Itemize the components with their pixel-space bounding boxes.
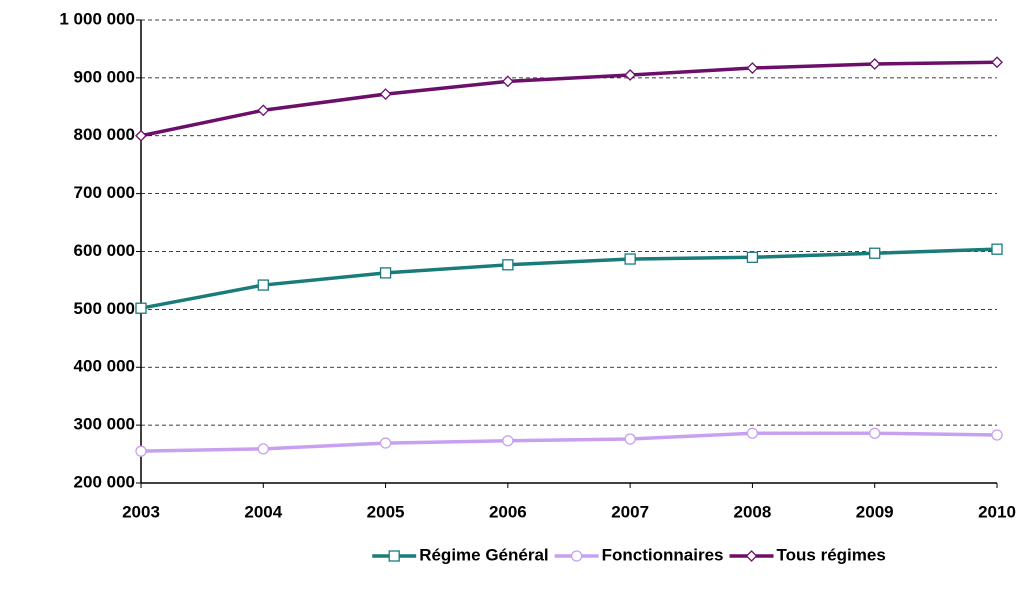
x-tick-label: 2006 [489, 502, 527, 521]
point [501, 75, 514, 88]
x-tick-label: 2003 [122, 502, 160, 521]
y-tick-label: 500 000 [74, 299, 135, 318]
point [135, 129, 147, 142]
point [868, 58, 881, 70]
legend-label: Fonctionnaires [602, 545, 724, 564]
x-tick-label: 2009 [856, 502, 894, 521]
y-tick-label: 200 000 [74, 472, 135, 491]
point [991, 429, 1003, 441]
series-line [140, 431, 998, 453]
point [502, 259, 514, 271]
legend-label: Régime Général [419, 545, 548, 564]
point [869, 427, 881, 439]
point [135, 445, 147, 457]
x-tick-label: 2007 [611, 502, 649, 521]
point [624, 69, 637, 81]
point [991, 243, 1003, 255]
x-tick-label: 2005 [367, 502, 405, 521]
point [379, 437, 392, 449]
legend-label: Tous régimes [777, 545, 886, 564]
y-tick-label: 300 000 [74, 415, 135, 434]
point [746, 251, 759, 263]
legend-marker [571, 550, 583, 562]
point [502, 435, 514, 447]
y-tick-label: 700 000 [74, 183, 135, 202]
legend: Régime Général Fonctionnaires Tous régimes [372, 545, 886, 564]
point [746, 62, 759, 74]
y-tick-label: 900 000 [74, 67, 135, 86]
x-tick-label: 2008 [734, 502, 772, 521]
y-tick-label: 1 000 000 [59, 9, 135, 28]
point [624, 253, 636, 265]
y-tick-label: 800 000 [74, 125, 135, 144]
legend-marker [745, 550, 758, 562]
series-line [140, 247, 998, 310]
point [257, 443, 269, 455]
point [869, 247, 881, 259]
point [991, 56, 1003, 69]
point [746, 427, 759, 439]
point [257, 279, 269, 291]
point [257, 104, 270, 117]
point [379, 267, 392, 279]
x-tick-label: 2004 [244, 502, 282, 521]
y-tick-label: 400 000 [74, 357, 135, 376]
point [379, 88, 392, 100]
y-tick-label: 600 000 [74, 241, 135, 260]
legend-marker [388, 550, 400, 562]
point [135, 302, 147, 314]
point [624, 433, 636, 445]
x-tick-label: 2010 [978, 502, 1016, 521]
series-line [140, 60, 998, 138]
